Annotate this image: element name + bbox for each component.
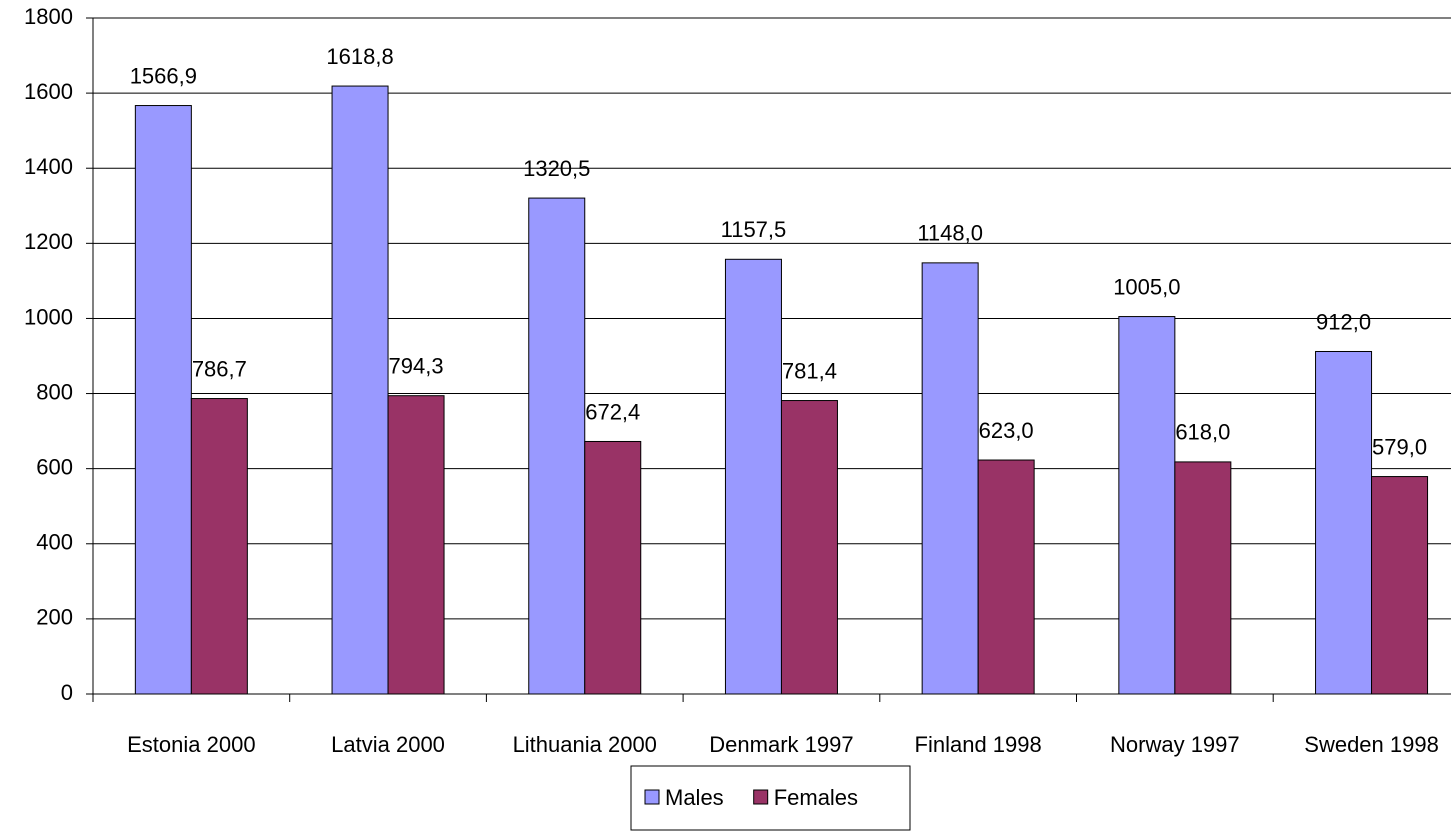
legend-label: Females bbox=[774, 785, 858, 810]
value-label: 1148,0 bbox=[917, 221, 983, 246]
x-tick-label: Finland 1998 bbox=[915, 732, 1042, 757]
bar bbox=[331, 85, 389, 695]
legend-box bbox=[630, 765, 911, 831]
x-tick-label: Estonia 2000 bbox=[127, 732, 255, 757]
y-tick-label: 1800 bbox=[24, 4, 73, 29]
x-tick-label: Lithuania 2000 bbox=[513, 732, 657, 757]
value-label: 623,0 bbox=[979, 418, 1034, 443]
value-label: 672,4 bbox=[585, 399, 640, 424]
y-tick-label: 200 bbox=[36, 605, 73, 630]
value-label: 1320,5 bbox=[523, 156, 590, 181]
y-tick-label: 0 bbox=[61, 680, 73, 705]
bar bbox=[584, 440, 642, 695]
bar bbox=[190, 398, 248, 695]
bar bbox=[1118, 316, 1176, 695]
bar bbox=[977, 459, 1035, 695]
x-tick-label: Sweden 1998 bbox=[1304, 732, 1439, 757]
value-label: 786,7 bbox=[192, 356, 247, 381]
bar bbox=[1315, 350, 1373, 695]
x-tick-label: Denmark 1997 bbox=[709, 732, 853, 757]
y-tick-label: 1400 bbox=[24, 154, 73, 179]
value-label: 1566,9 bbox=[130, 63, 197, 88]
y-tick-label: 1600 bbox=[24, 79, 73, 104]
legend-swatch bbox=[753, 789, 769, 805]
value-label: 1618,8 bbox=[326, 44, 393, 69]
value-label: 618,0 bbox=[1175, 420, 1230, 445]
bar bbox=[387, 395, 445, 695]
bar bbox=[724, 258, 782, 695]
bar bbox=[134, 105, 192, 695]
value-label: 579,0 bbox=[1372, 434, 1427, 459]
value-label: 781,4 bbox=[782, 358, 837, 383]
legend-label: Males bbox=[665, 785, 724, 810]
legend-swatch bbox=[644, 789, 660, 805]
value-label: 1005,0 bbox=[1113, 274, 1180, 299]
bar bbox=[1371, 476, 1429, 695]
y-tick-label: 400 bbox=[36, 530, 73, 555]
bar bbox=[1174, 461, 1232, 695]
bar bbox=[528, 197, 586, 695]
value-label: 1157,5 bbox=[721, 217, 787, 242]
value-label: 794,3 bbox=[389, 354, 444, 379]
y-tick-label: 1200 bbox=[24, 229, 73, 254]
x-tick-label: Latvia 2000 bbox=[331, 732, 445, 757]
y-tick-label: 1000 bbox=[24, 304, 73, 329]
y-tick-label: 600 bbox=[36, 454, 73, 479]
value-label: 912,0 bbox=[1316, 309, 1371, 334]
x-tick-label: Norway 1997 bbox=[1110, 732, 1240, 757]
y-tick-label: 800 bbox=[36, 379, 73, 404]
bar bbox=[921, 262, 979, 695]
bar bbox=[780, 400, 838, 695]
